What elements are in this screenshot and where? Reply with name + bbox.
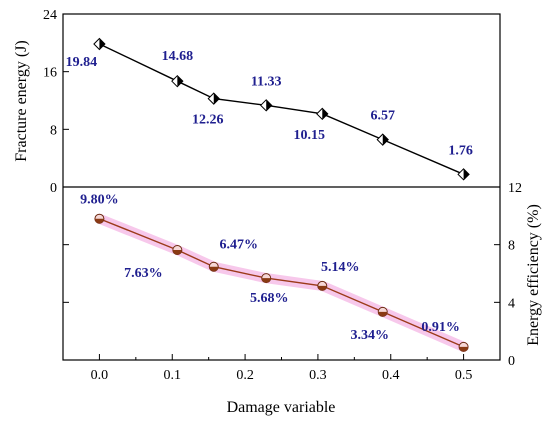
- series-line-fracture-energy: [99, 43, 464, 175]
- y-tick-label-left: 8: [50, 123, 57, 138]
- y-tick-label-right: 4: [508, 296, 515, 311]
- data-label-fracture-energy: 12.26: [192, 113, 224, 128]
- x-tick-label: 0.3: [309, 368, 327, 383]
- series-top: [93, 37, 470, 181]
- data-label-fracture-energy: 6.57: [370, 109, 395, 124]
- x-tick-label: 0.5: [455, 368, 473, 383]
- data-label-fracture-energy: 19.84: [66, 55, 98, 70]
- x-tick-label: 0.4: [382, 368, 400, 383]
- point-fracture-energy: [316, 107, 329, 121]
- x-axis-title: Damage variable: [227, 399, 336, 416]
- series-bottom: [94, 213, 469, 352]
- series-band-energy-efficiency: [94, 213, 469, 352]
- y-tick-label-right: 12: [508, 181, 522, 196]
- series-bottom-band: [94, 213, 469, 352]
- data-label-energy-efficiency: 3.34%: [350, 328, 389, 343]
- data-label-energy-efficiency: 6.47%: [220, 238, 259, 253]
- data-labels-layer: 19.84 14.68 12.26 11.33 10.15 6.57 1.76 9.80% 7.…: [66, 49, 473, 343]
- point-energy-efficiency: [317, 280, 328, 291]
- point-energy-efficiency: [172, 245, 183, 256]
- point-fracture-energy: [376, 133, 389, 146]
- y-tick-label-left: 16: [43, 66, 57, 81]
- data-label-energy-efficiency: 7.63%: [124, 266, 163, 281]
- data-label-fracture-energy: 11.33: [251, 74, 282, 89]
- x-tick-label: 0.1: [164, 368, 182, 383]
- y-tick-label-right: 8: [508, 239, 515, 254]
- y-axis-title-energy-efficiency: Energy efficiency (%): [525, 204, 542, 346]
- data-label-energy-efficiency: 0.91%: [421, 320, 460, 335]
- point-energy-efficiency: [458, 341, 469, 352]
- y-tick-label-left: 24: [43, 8, 57, 23]
- point-fracture-energy: [259, 99, 273, 112]
- ticks-layer: [62, 13, 501, 361]
- data-label-fracture-energy: 10.15: [294, 128, 326, 143]
- point-fracture-energy: [171, 74, 184, 88]
- tick-labels-layer: 0 8 16 24 0 4 8 12 0.0 0.1 0.2 0.3 0.4 0.5: [43, 8, 522, 383]
- data-label-fracture-energy: 1.76: [448, 143, 473, 158]
- y-axis-title-fracture-energy: Fracture energy (J): [13, 40, 30, 161]
- point-energy-efficiency: [94, 213, 105, 224]
- x-tick-label: 0.2: [236, 368, 254, 383]
- point-energy-efficiency: [377, 306, 388, 317]
- point-fracture-energy: [457, 168, 470, 181]
- data-label-energy-efficiency: 9.80%: [80, 193, 119, 208]
- data-label-energy-efficiency: 5.14%: [321, 260, 360, 275]
- y-tick-label-left: 0: [50, 181, 57, 196]
- point-energy-efficiency: [261, 273, 272, 284]
- point-fracture-energy: [93, 37, 106, 51]
- y-tick-label-right: 0: [508, 354, 515, 369]
- point-fracture-energy: [207, 92, 220, 105]
- data-label-fracture-energy: 14.68: [162, 49, 194, 64]
- x-tick-label: 0.0: [91, 368, 109, 383]
- point-energy-efficiency: [208, 261, 219, 272]
- data-label-energy-efficiency: 5.68%: [250, 291, 289, 306]
